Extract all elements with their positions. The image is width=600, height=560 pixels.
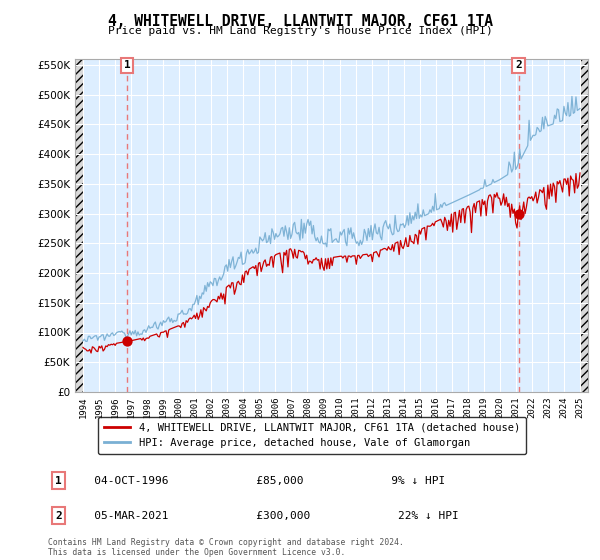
Bar: [580, 59, 588, 392]
Text: Contains HM Land Registry data © Crown copyright and database right 2024.
This d: Contains HM Land Registry data © Crown c…: [48, 538, 404, 557]
Text: 4, WHITEWELL DRIVE, LLANTWIT MAJOR, CF61 1TA: 4, WHITEWELL DRIVE, LLANTWIT MAJOR, CF61…: [107, 14, 493, 29]
Text: Price paid vs. HM Land Registry's House Price Index (HPI): Price paid vs. HM Land Registry's House …: [107, 26, 493, 36]
Point: [514, 209, 523, 218]
Text: 1: 1: [55, 476, 62, 486]
Text: 04-OCT-1996             £85,000             9% ↓ HPI: 04-OCT-1996 £85,000 9% ↓ HPI: [74, 476, 446, 486]
Text: 05-MAR-2021             £300,000             22% ↓ HPI: 05-MAR-2021 £300,000 22% ↓ HPI: [74, 511, 459, 521]
Bar: [75, 59, 83, 392]
Text: 2: 2: [515, 60, 522, 71]
Text: 1: 1: [124, 60, 130, 71]
Text: 2: 2: [55, 511, 62, 521]
Legend: 4, WHITEWELL DRIVE, LLANTWIT MAJOR, CF61 1TA (detached house), HPI: Average pric: 4, WHITEWELL DRIVE, LLANTWIT MAJOR, CF61…: [98, 417, 526, 454]
Point: [122, 337, 132, 346]
